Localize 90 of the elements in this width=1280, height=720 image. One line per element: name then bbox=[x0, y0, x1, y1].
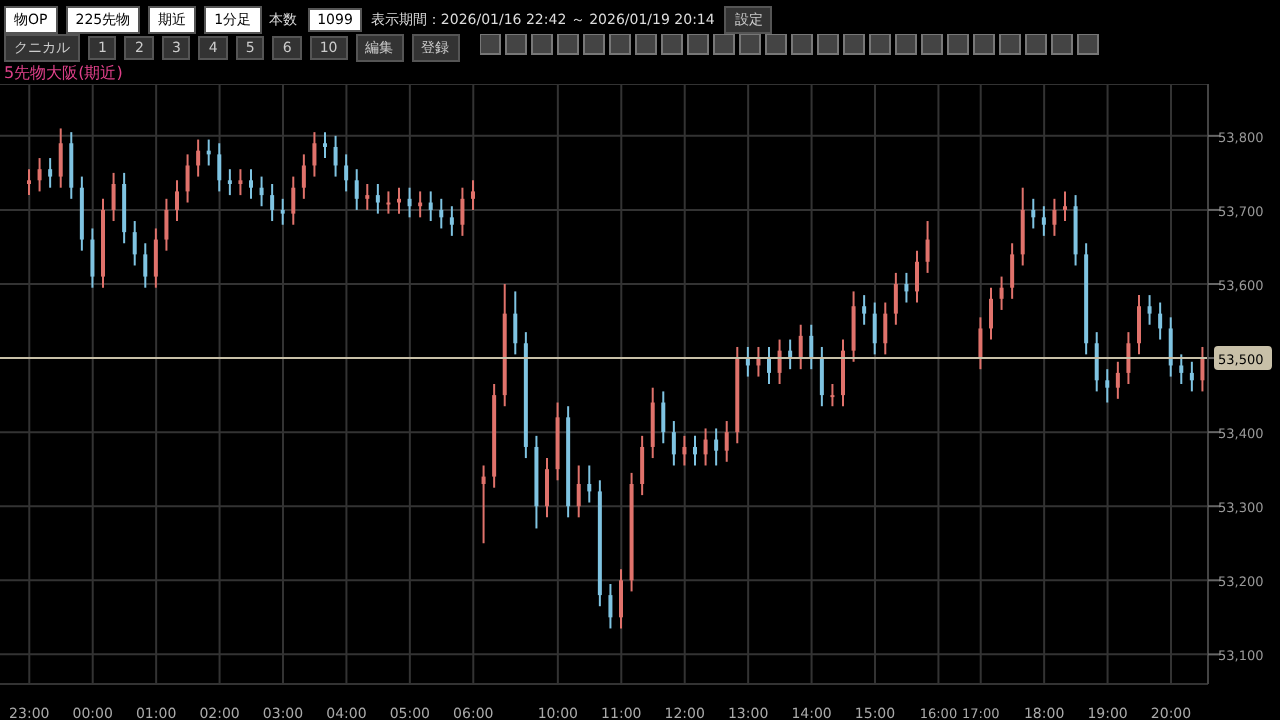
candlestick bbox=[1115, 360, 1120, 400]
candlestick bbox=[862, 294, 867, 326]
candlestick bbox=[1126, 331, 1131, 385]
candlestick bbox=[830, 383, 835, 408]
candlestick bbox=[1063, 190, 1067, 223]
candlestick bbox=[333, 134, 338, 178]
candlestick bbox=[1094, 331, 1099, 393]
candlestick bbox=[175, 179, 179, 223]
candlestick bbox=[280, 197, 285, 226]
candlestick bbox=[915, 249, 919, 304]
candlestick bbox=[640, 434, 645, 497]
candlestick bbox=[217, 142, 222, 193]
candlestick bbox=[619, 568, 623, 630]
candlestick bbox=[893, 271, 898, 326]
candlestick bbox=[58, 127, 63, 189]
candlestick bbox=[196, 138, 201, 178]
candlestick bbox=[777, 338, 782, 385]
candlestick bbox=[714, 427, 719, 467]
candlestick bbox=[69, 131, 74, 200]
candlestick bbox=[227, 168, 232, 197]
candlestick bbox=[587, 464, 592, 504]
candlestick bbox=[270, 183, 275, 223]
candlestick bbox=[989, 286, 993, 341]
candlestick bbox=[375, 183, 380, 215]
candlestick bbox=[925, 220, 930, 274]
candlestick bbox=[703, 427, 708, 467]
candlestick bbox=[1179, 353, 1184, 385]
candlestick bbox=[513, 290, 518, 356]
candlestick bbox=[397, 186, 401, 215]
candlestick bbox=[904, 271, 909, 304]
candlestick bbox=[1137, 294, 1141, 356]
candlestick bbox=[132, 220, 137, 267]
candlestick bbox=[671, 420, 676, 467]
candlestick bbox=[1189, 360, 1194, 393]
candlestick bbox=[323, 131, 327, 160]
candlestick bbox=[999, 275, 1004, 311]
candlestick bbox=[767, 345, 771, 385]
candlestick bbox=[608, 583, 613, 630]
candlestick bbox=[344, 153, 349, 193]
candlestick bbox=[1147, 294, 1152, 326]
candlestick bbox=[259, 175, 264, 208]
candlestick bbox=[1168, 316, 1173, 378]
candlestick bbox=[48, 157, 53, 189]
candlestick bbox=[1020, 186, 1025, 267]
candlestick bbox=[809, 323, 814, 371]
candlestick bbox=[724, 420, 729, 463]
candlestick bbox=[819, 345, 824, 408]
candlestick bbox=[449, 205, 454, 237]
candlestick bbox=[661, 390, 666, 445]
candlestick bbox=[1158, 301, 1163, 341]
candlestick bbox=[428, 190, 433, 223]
candlestick bbox=[650, 386, 655, 460]
candlestick bbox=[682, 434, 687, 467]
candlestick bbox=[798, 323, 803, 371]
candlestick bbox=[354, 168, 359, 211]
candlestick bbox=[365, 183, 370, 211]
candlestick bbox=[545, 457, 549, 519]
candlestick bbox=[249, 168, 253, 200]
candlestick bbox=[90, 227, 95, 289]
candlestick bbox=[238, 168, 243, 197]
candlestick bbox=[460, 186, 465, 237]
candlestick bbox=[883, 301, 888, 356]
candlestick bbox=[1031, 197, 1036, 230]
candlestick bbox=[693, 434, 697, 467]
candlestick bbox=[841, 338, 845, 408]
candlestick bbox=[291, 175, 296, 226]
candlestick bbox=[439, 197, 444, 230]
candlestick bbox=[576, 464, 581, 519]
candlestick bbox=[164, 197, 169, 252]
candlestick bbox=[111, 171, 116, 223]
candlestick bbox=[1052, 197, 1057, 237]
candlestick bbox=[37, 157, 42, 193]
candlestick bbox=[471, 179, 475, 211]
candlestick bbox=[312, 131, 317, 178]
chart-title: 5先物大阪(期近) bbox=[4, 62, 123, 84]
candlestick bbox=[481, 464, 486, 545]
candlestick bbox=[185, 153, 190, 204]
candlestick bbox=[301, 153, 306, 200]
candlestick bbox=[1200, 345, 1205, 393]
candlestick bbox=[27, 168, 31, 197]
candlestick bbox=[851, 290, 856, 363]
candlestick bbox=[407, 186, 412, 219]
candlestick bbox=[978, 316, 983, 371]
candlestick bbox=[143, 242, 148, 289]
candlestick bbox=[1010, 242, 1015, 300]
candlestick bbox=[1041, 205, 1046, 237]
candlestick bbox=[872, 301, 877, 356]
candlestick bbox=[153, 227, 158, 289]
candlestick bbox=[386, 190, 391, 215]
candlestick bbox=[1105, 368, 1110, 404]
